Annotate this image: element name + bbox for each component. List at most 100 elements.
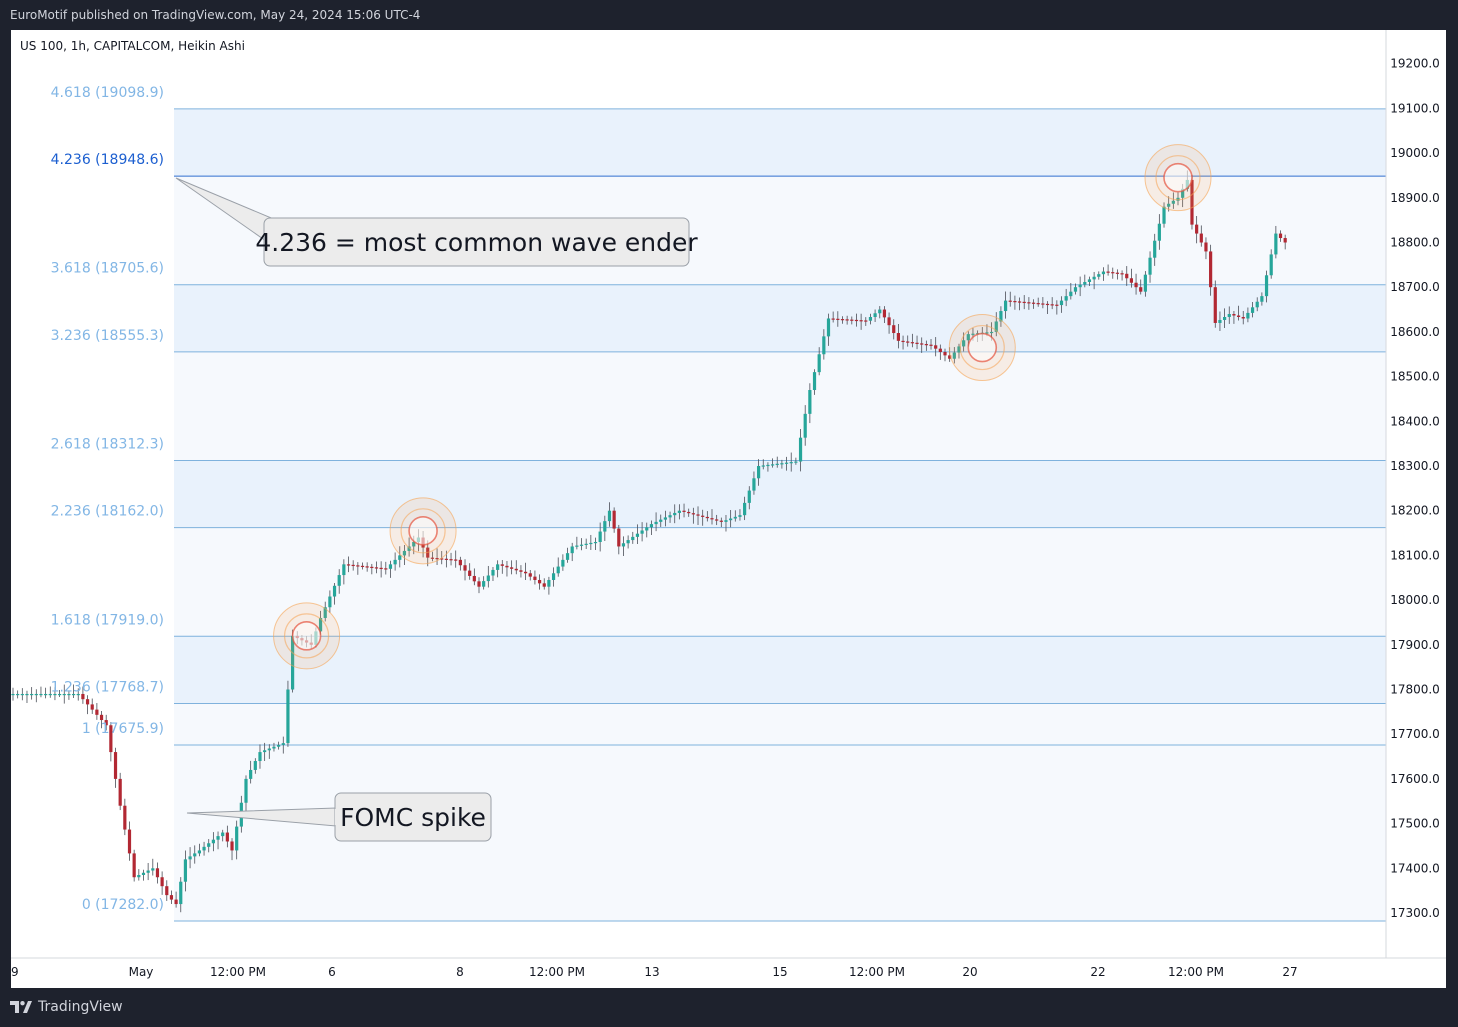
candle: [468, 563, 472, 580]
candle: [663, 510, 667, 527]
candle: [174, 891, 178, 908]
candle: [1059, 296, 1064, 313]
candle: [794, 457, 798, 465]
x-tick-label: 22: [1090, 965, 1105, 979]
candle: [822, 329, 826, 360]
candle: [654, 512, 658, 532]
candle: [34, 689, 38, 703]
candle: [570, 542, 574, 562]
candle: [263, 742, 267, 761]
candle: [202, 841, 206, 856]
candle: [1283, 234, 1287, 250]
candle: [346, 556, 351, 573]
candle: [491, 566, 495, 581]
candle: [342, 559, 346, 585]
candle: [370, 563, 374, 575]
highlight-circle: [1144, 144, 1212, 212]
fib-level-label: 3.236 (18555.3): [51, 328, 164, 344]
candle: [267, 744, 271, 759]
candle: [1055, 300, 1059, 315]
candle: [118, 772, 122, 811]
candle: [477, 577, 481, 594]
candle: [1264, 270, 1269, 303]
candle: [598, 522, 602, 552]
candle: [25, 690, 29, 703]
callout[interactable]: FOMC spike: [186, 792, 492, 842]
candle: [1143, 271, 1147, 297]
candle: [1157, 214, 1161, 250]
y-tick-label: 19000.0: [1390, 146, 1440, 160]
axes: 19200.0 19100.0 19000.0 18900.0 18800.0 18700…: [11, 30, 1446, 979]
candle: [1162, 202, 1166, 228]
candle: [1195, 216, 1199, 244]
candle: [235, 820, 239, 860]
candle: [701, 509, 705, 526]
x-tick-label: 12:00 PM: [849, 965, 905, 979]
candle: [934, 337, 938, 357]
y-tick-label: 18100.0: [1390, 548, 1440, 562]
candle: [901, 335, 905, 350]
y-tick-label: 17700.0: [1390, 727, 1440, 741]
candle: [878, 306, 882, 319]
candle: [1153, 233, 1157, 266]
footer-brand[interactable]: TradingView: [10, 999, 123, 1015]
tradingview-logo-icon: [10, 1001, 32, 1013]
candle: [761, 459, 765, 470]
y-tick-label: 18700.0: [1390, 280, 1440, 294]
fib-level-label: 3.618 (18705.6): [51, 261, 164, 277]
candle: [784, 456, 789, 471]
candle: [127, 821, 132, 861]
candle: [1236, 305, 1241, 321]
candle: [272, 742, 276, 752]
candle: [547, 576, 551, 595]
candle: [882, 306, 887, 324]
candle: [407, 537, 411, 557]
candle: [402, 544, 407, 565]
candle: [99, 711, 104, 729]
candle: [230, 838, 234, 861]
candle: [393, 552, 397, 571]
candle: [696, 506, 700, 525]
candle: [659, 514, 663, 527]
highlight-circle: [389, 497, 457, 565]
candle: [994, 312, 998, 337]
y-tick-label: 17800.0: [1390, 683, 1440, 697]
x-tick-label: 15: [772, 965, 787, 979]
callout[interactable]: 4.236 = most common wave ender: [175, 177, 698, 267]
y-tick-label: 19100.0: [1390, 101, 1440, 115]
candle: [318, 610, 323, 635]
candle: [551, 567, 556, 587]
candle: [1101, 267, 1106, 281]
candle: [519, 565, 523, 578]
candle: [943, 348, 947, 362]
candle: [999, 306, 1003, 327]
fib-level-label: 1.236 (17768.7): [51, 679, 164, 695]
y-tick-label: 18900.0: [1390, 191, 1440, 205]
candle: [565, 547, 570, 563]
y-tick-label: 18300.0: [1390, 459, 1440, 473]
candle: [141, 869, 146, 881]
candle: [463, 559, 467, 581]
candle: [286, 680, 290, 747]
fib-level-label: 4.236 (18948.6): [51, 152, 164, 168]
y-tick-label: 17600.0: [1390, 772, 1440, 786]
candle: [328, 590, 332, 613]
highlight-circle: [948, 314, 1016, 382]
candle: [710, 509, 714, 525]
candle: [743, 496, 747, 521]
chart-frame[interactable]: 4.236 = most common wave ender FOMC spike…: [11, 30, 1446, 988]
candle: [775, 456, 779, 468]
chart-svg[interactable]: 4.236 = most common wave ender FOMC spike…: [11, 30, 1446, 988]
y-tick-label: 18600.0: [1390, 325, 1440, 339]
candle: [85, 695, 90, 715]
candle: [910, 333, 914, 348]
candle: [1218, 311, 1222, 332]
candle: [58, 690, 62, 698]
candle: [626, 535, 630, 549]
candle: [770, 458, 775, 468]
candle: [482, 576, 486, 590]
candle: [803, 405, 807, 446]
candle: [892, 319, 896, 340]
candle: [1097, 271, 1101, 280]
candle: [225, 825, 229, 848]
